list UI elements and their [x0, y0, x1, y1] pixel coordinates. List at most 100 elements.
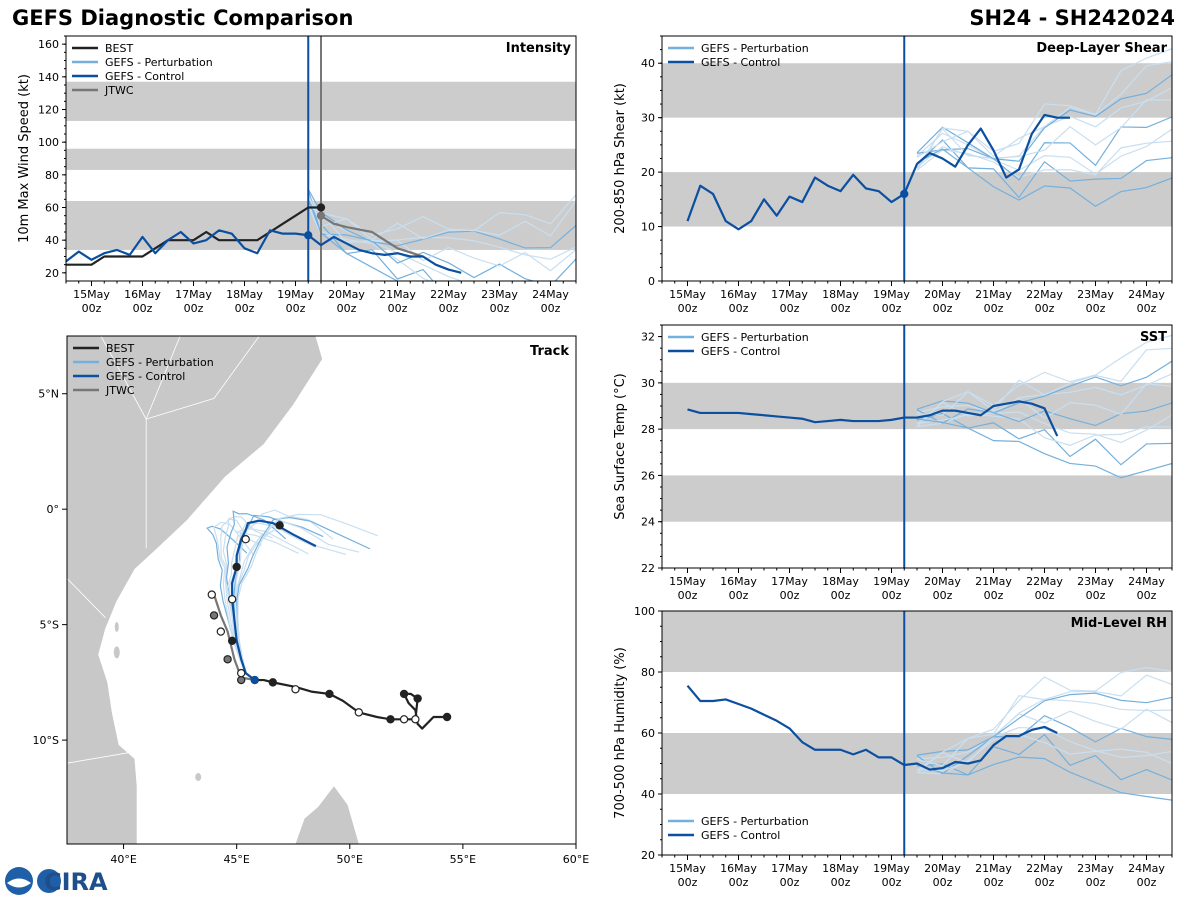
- sst-xtick-day: 20May: [924, 575, 961, 588]
- sst-xtick-hour: 00z: [729, 589, 749, 602]
- intensity-control-marker: [304, 231, 313, 240]
- track-control-point: [275, 521, 284, 530]
- intensity-xtick-day: 15May: [73, 288, 110, 301]
- track-control-point: [232, 562, 241, 572]
- sst-ytick-label: 22: [641, 562, 655, 575]
- intensity-legend-jtwc-label: JTWC: [104, 84, 134, 97]
- rh-xtick-hour: 00z: [831, 876, 851, 889]
- shear-legend-perturbation-label: GEFS - Perturbation: [701, 42, 809, 55]
- intensity-xtick-day: 20May: [328, 288, 365, 301]
- sst-xtick-hour: 00z: [1137, 589, 1157, 602]
- intensity-legend-control-label: GEFS - Control: [105, 70, 184, 83]
- shear-xtick-day: 18May: [822, 288, 859, 301]
- track-best-point: [325, 689, 334, 699]
- sst-xtick-hour: 00z: [831, 589, 851, 602]
- shear-xtick-day: 23May: [1077, 288, 1114, 301]
- track-best-point: [442, 712, 452, 722]
- track-jtwc-point: [236, 675, 246, 685]
- cira-logo-text: CIRA: [44, 868, 108, 896]
- rh-ytick-label: 60: [641, 727, 655, 740]
- sst-ytick-label: 32: [641, 331, 655, 344]
- shear-xtick-day: 20May: [924, 288, 961, 301]
- sst-perturbation-member: [916, 347, 1172, 416]
- track-best-point: [354, 708, 364, 717]
- rh-plot-area: [662, 611, 1172, 855]
- intensity-xtick-day: 21May: [379, 288, 416, 301]
- intensity-title: Intensity: [506, 41, 572, 56]
- sst-xtick-day: 17May: [771, 575, 808, 588]
- shear-xtick-day: 15May: [669, 288, 706, 301]
- intensity-best-marker: [316, 203, 326, 212]
- country-border: [67, 578, 106, 618]
- intensity-perturbation-member: [307, 193, 576, 241]
- sst-ytick-label: 26: [641, 469, 655, 482]
- track-xtick-label: 45°E: [223, 853, 249, 866]
- sst-perturbation-member: [916, 404, 1172, 444]
- track-xtick-label: 50°E: [337, 853, 363, 866]
- sst-title: SST: [1140, 330, 1167, 345]
- sst-xtick-hour: 00z: [780, 589, 800, 602]
- rh-xtick-hour: 00z: [780, 876, 800, 889]
- intensity-xtick-hour: 00z: [490, 302, 510, 315]
- madagascar-landmass: [295, 786, 359, 844]
- intensity-xtick-hour: 00z: [184, 302, 204, 315]
- sst-plot-area: [662, 325, 1172, 568]
- sst-band: [662, 382, 1172, 430]
- track-ytick-label: 5°S: [40, 619, 59, 632]
- shear-legend-control-label: GEFS - Control: [701, 56, 780, 69]
- page-title: GEFS Diagnostic Comparison: [12, 6, 354, 30]
- track-ytick-label: 0°: [47, 503, 60, 516]
- shear-plot-area: [662, 36, 1172, 281]
- sst-perturbation-member: [916, 334, 1172, 428]
- track-jtwc-point: [223, 655, 232, 664]
- track-best-point: [399, 689, 409, 699]
- shear-ytick-label: 20: [641, 166, 655, 179]
- rh-perturbation-member: [916, 756, 1172, 801]
- track-legend-jtwc-label: JTWC: [105, 384, 135, 397]
- shear-band: [662, 63, 1172, 118]
- intensity-perturbation-member: [307, 189, 576, 281]
- rh-legend-perturbation-label: GEFS - Perturbation: [701, 815, 809, 828]
- sst-xtick-day: 23May: [1077, 575, 1114, 588]
- track-ytick-label: 5°N: [38, 388, 59, 401]
- country-border: [146, 336, 260, 420]
- intensity-control-line: [66, 229, 462, 274]
- intensity-chart: 2040608010012014016015May00z16May00z17Ma…: [17, 35, 577, 315]
- shear-perturbation-member: [916, 116, 1172, 181]
- track-title: Track: [530, 344, 569, 359]
- zanzibar-island: [113, 646, 120, 659]
- track-perturbation-member: [234, 509, 334, 681]
- track-best-point: [413, 694, 422, 703]
- intensity-ytick-label: 140: [38, 71, 59, 84]
- intensity-perturbation-member: [307, 198, 399, 281]
- intensity-xtick-day: 24May: [532, 288, 569, 301]
- sst-legend-control-label: GEFS - Control: [701, 345, 780, 358]
- rh-ytick-label: 40: [641, 788, 655, 801]
- rh-control-line: [686, 685, 1058, 771]
- intensity-perturbation-member: [307, 203, 576, 260]
- shear-xtick-hour: 00z: [1137, 302, 1157, 315]
- shear-ytick-label: 0: [648, 275, 655, 288]
- sst-frame: [661, 324, 1173, 569]
- track-perturbation-member: [235, 521, 360, 681]
- shear-perturbation-member: [916, 128, 1172, 175]
- intensity-xtick-hour: 00z: [388, 302, 408, 315]
- intensity-legend-perturbation-label: GEFS - Perturbation: [105, 56, 213, 69]
- rh-xtick-hour: 00z: [1035, 876, 1055, 889]
- intensity-perturbation-member: [308, 194, 576, 236]
- shear-xtick-hour: 00z: [678, 302, 698, 315]
- shear-perturbation-member: [916, 148, 1172, 207]
- rh-perturbation-member: [916, 692, 1172, 756]
- shear-perturbation-member: [916, 99, 1172, 169]
- sst-xtick-hour: 00z: [882, 589, 902, 602]
- intensity-xtick-day: 19May: [277, 288, 314, 301]
- intensity-perturbation-member: [307, 192, 463, 281]
- shear-xtick-day: 22May: [1026, 288, 1063, 301]
- sst-xtick-hour: 00z: [984, 589, 1004, 602]
- intensity-ytick-label: 20: [45, 267, 59, 280]
- sst-perturbation-member: [916, 360, 1172, 414]
- intensity-xtick-hour: 00z: [286, 302, 306, 315]
- rh-xtick-day: 17May: [771, 862, 808, 875]
- sst-xtick-day: 19May: [873, 575, 910, 588]
- sst-xtick-day: 24May: [1128, 575, 1165, 588]
